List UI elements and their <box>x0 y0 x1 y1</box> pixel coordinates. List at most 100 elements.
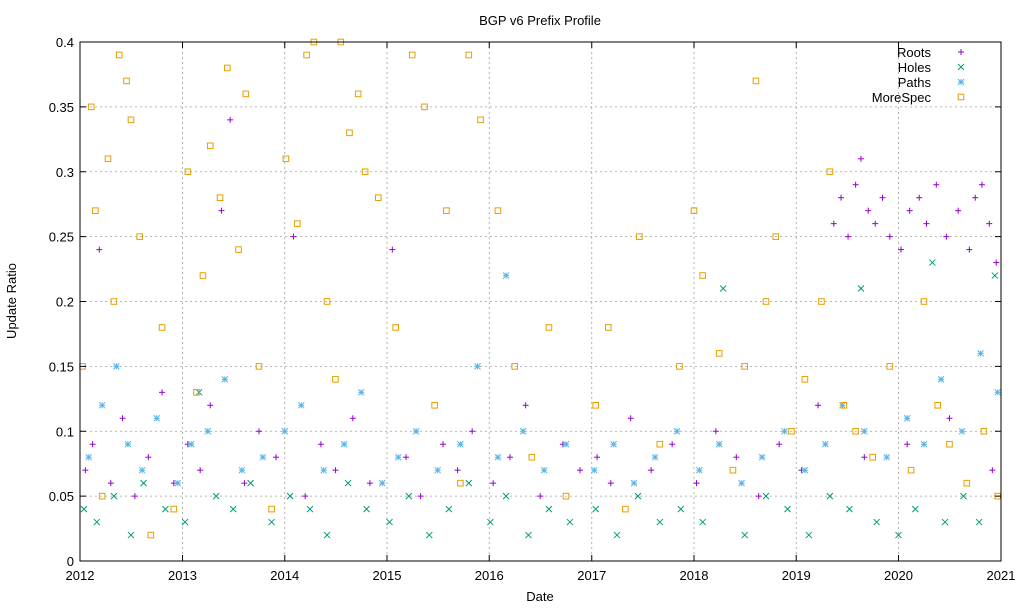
data-point-holes <box>323 531 331 539</box>
data-point-roots <box>454 467 461 474</box>
data-point-morespec <box>375 194 382 201</box>
data-point-roots <box>145 454 152 461</box>
data-point-morespec <box>946 440 953 448</box>
data-point-morespec <box>963 479 971 487</box>
data-point-holes <box>212 492 220 500</box>
data-point-holes <box>960 492 967 500</box>
data-point-morespec <box>818 298 825 305</box>
data-point-holes <box>545 505 553 513</box>
data-point-roots <box>197 467 204 474</box>
data-point-morespec <box>772 233 780 240</box>
data-point-holes <box>386 518 393 526</box>
data-point-holes <box>719 285 727 292</box>
data-point-roots <box>916 194 923 201</box>
data-point-roots <box>119 415 126 422</box>
data-point-roots <box>923 220 930 227</box>
data-point-roots <box>733 454 740 461</box>
series-holes <box>80 259 999 539</box>
data-point-morespec <box>852 427 859 435</box>
data-point-roots <box>776 441 783 448</box>
data-point-paths <box>630 479 638 487</box>
data-point-roots <box>627 415 634 422</box>
data-point-roots <box>469 428 476 435</box>
data-point-holes <box>613 531 621 539</box>
series-roots <box>82 116 1000 500</box>
data-point-roots <box>861 454 868 461</box>
data-point-paths <box>937 375 945 383</box>
data-point-roots <box>607 480 614 487</box>
data-point-morespec <box>206 142 214 150</box>
data-point-morespec <box>690 207 698 214</box>
data-point-morespec <box>545 324 553 331</box>
data-point-paths <box>958 427 966 435</box>
data-point-holes <box>247 479 254 487</box>
data-point-morespec <box>184 168 192 176</box>
y-tick-label: 0.3 <box>56 165 74 180</box>
data-point-morespec <box>636 233 643 240</box>
data-point-roots <box>838 194 845 201</box>
data-point-roots <box>506 454 513 461</box>
legend-label: Roots <box>897 45 931 60</box>
data-point-roots <box>218 207 225 214</box>
data-point-paths <box>113 363 120 370</box>
data-point-roots <box>986 220 993 227</box>
data-point-paths <box>204 427 212 435</box>
data-point-roots <box>317 441 324 448</box>
data-point-morespec <box>98 492 106 500</box>
data-point-roots <box>440 441 447 448</box>
data-point-paths <box>153 414 161 422</box>
data-point-holes <box>857 285 865 292</box>
data-point-morespec <box>199 272 207 279</box>
data-point-roots <box>886 233 893 240</box>
data-point-morespec <box>443 207 450 214</box>
data-point-paths <box>883 453 891 461</box>
data-point-paths <box>124 440 132 448</box>
data-point-roots <box>366 480 373 487</box>
data-point-holes <box>975 518 983 526</box>
data-point-paths <box>651 453 659 461</box>
data-point-holes <box>741 531 749 539</box>
data-point-paths <box>474 363 481 370</box>
data-point-morespec <box>826 168 834 176</box>
data-point-roots <box>898 246 905 253</box>
data-point-morespec <box>801 376 809 383</box>
data-point-holes <box>127 531 135 539</box>
data-point-morespec <box>115 51 123 59</box>
data-point-roots <box>845 233 852 240</box>
data-point-morespec <box>323 298 331 305</box>
x-tick-label: 2021 <box>987 568 1016 583</box>
data-point-morespec <box>980 427 988 435</box>
data-point-holes <box>634 492 642 500</box>
data-point-holes <box>286 492 294 500</box>
data-point-holes <box>268 518 275 526</box>
data-point-roots <box>576 467 583 474</box>
data-point-holes <box>306 505 314 513</box>
data-point-morespec <box>511 363 519 370</box>
data-point-morespec <box>216 194 224 201</box>
data-point-paths <box>801 466 809 474</box>
data-point-paths <box>259 453 267 461</box>
y-tick-label: 0 <box>67 554 74 569</box>
data-point-roots <box>332 467 339 474</box>
data-point-morespec <box>592 402 599 409</box>
data-point-morespec <box>676 363 683 370</box>
data-point-morespec <box>562 492 570 500</box>
data-point-holes <box>445 505 453 513</box>
data-point-roots <box>594 454 601 461</box>
data-point-morespec <box>282 155 290 163</box>
data-point-roots <box>227 116 234 123</box>
data-point-morespec <box>110 298 118 305</box>
data-point-holes <box>873 518 880 526</box>
data-point-holes <box>911 505 919 513</box>
data-point-morespec <box>431 402 438 409</box>
data-point-paths <box>281 427 289 435</box>
data-point-morespec <box>127 116 135 124</box>
data-point-holes <box>784 505 791 513</box>
data-point-paths <box>502 272 510 279</box>
data-point-morespec <box>920 298 928 305</box>
data-point-holes <box>80 505 88 513</box>
data-point-holes <box>140 479 147 487</box>
data-point-roots <box>349 415 356 422</box>
x-tick-label: 2018 <box>680 568 709 583</box>
data-point-roots <box>755 493 762 500</box>
